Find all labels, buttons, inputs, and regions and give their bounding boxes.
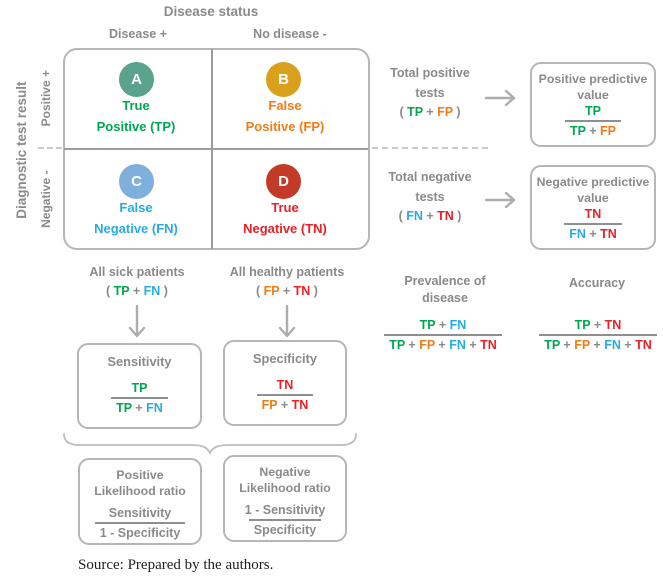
disease-status-title: Disease status	[163, 4, 259, 19]
total-negative-line1: Total negative	[388, 170, 472, 184]
sensitivity-denominator: TP + FN	[111, 397, 168, 415]
matrix-horizontal-divider	[64, 148, 368, 150]
nlr-denominator: Specificity	[248, 519, 322, 537]
column-header-disease: Disease +	[108, 27, 168, 41]
sensitivity-fraction: TP TP + FN	[111, 381, 168, 416]
npv-box: Negative predictive value TN FN + TN	[530, 165, 656, 250]
row-header-negative: Negative -	[38, 170, 53, 228]
tp-label-line1: True	[122, 98, 150, 113]
down-arrow-icon	[277, 304, 297, 344]
plr-fraction: Sensitivity 1 - Specificity	[94, 506, 186, 541]
fn-label-line1: False	[119, 200, 153, 215]
all-healthy-label: All healthy patients	[229, 265, 345, 279]
dashed-line-left	[38, 147, 62, 149]
tn-label-line2: Negative (TN)	[243, 221, 327, 236]
prevalence-numerator: TP + FN	[419, 318, 467, 332]
total-negative-line2: tests	[415, 190, 445, 204]
specificity-denominator: FP + TN	[256, 394, 314, 412]
nlr-title-line2: Likelihood ratio	[239, 481, 331, 495]
column-header-no-disease: No disease -	[253, 27, 327, 41]
nlr-numerator: 1 - Sensitivity	[244, 503, 326, 517]
right-arrow-icon	[484, 190, 517, 215]
nlr-fraction: 1 - Sensitivity Specificity	[240, 503, 331, 538]
curly-brace-icon	[62, 433, 358, 460]
dashed-line-right	[372, 147, 488, 149]
total-negative-formula: ( FN + TN )	[398, 209, 462, 223]
accuracy-numerator: TP + TN	[574, 318, 622, 332]
plr-numerator: Sensitivity	[108, 506, 172, 520]
nlr-title-line1: Negative	[259, 465, 311, 479]
all-healthy-formula: ( FP + TN )	[256, 284, 318, 298]
sensitivity-title: Sensitivity	[107, 354, 172, 369]
prevalence-title-line2: disease	[422, 291, 468, 305]
quadrant-a-badge: A	[119, 62, 154, 97]
quadrant-b-badge: B	[266, 62, 301, 97]
sensitivity-numerator: TP	[131, 381, 148, 395]
plr-denominator: 1 - Specificity	[94, 522, 186, 540]
positive-likelihood-ratio-box: Positive Likelihood ratio Sensitivity 1 …	[78, 458, 202, 545]
tn-label-line1: True	[271, 200, 299, 215]
ppv-denominator: TP + FP	[565, 120, 621, 138]
npv-fraction: TN FN + TN	[564, 207, 622, 242]
quadrant-c-badge: C	[119, 164, 154, 199]
total-positive-formula: ( TP + FP )	[399, 105, 461, 119]
row-header-positive: Positive +	[38, 70, 53, 127]
accuracy-denominator: TP + FP + FN + TN	[539, 334, 657, 352]
prevalence-fraction: TP + FN TP + FP + FN + TN	[381, 318, 505, 353]
negative-likelihood-ratio-box: Negative Likelihood ratio 1 - Sensitivit…	[223, 455, 347, 542]
quadrant-d-badge: D	[266, 164, 301, 199]
plr-title-line1: Positive	[116, 468, 164, 482]
right-arrow-icon	[484, 88, 517, 113]
total-positive-line1: Total positive	[390, 66, 470, 80]
ppv-fraction: TP TP + FP	[565, 104, 621, 139]
prevalence-title-line1: Prevalence of	[404, 274, 486, 288]
all-sick-label: All sick patients	[89, 265, 185, 279]
accuracy-title: Accuracy	[568, 276, 626, 290]
specificity-box: Specificity TN FP + TN	[223, 340, 347, 426]
down-arrow-icon	[127, 304, 147, 344]
total-positive-line2: tests	[415, 86, 445, 100]
npv-denominator: FN + TN	[564, 223, 622, 241]
plr-title-line2: Likelihood ratio	[94, 484, 186, 498]
accuracy-fraction: TP + TN TP + FP + FN + TN	[536, 318, 660, 353]
specificity-numerator: TN	[276, 378, 294, 392]
specificity-title: Specificity	[252, 351, 317, 366]
ppv-title-line2: value	[577, 88, 609, 102]
ppv-title-line1: Positive predictive	[538, 72, 648, 86]
specificity-fraction: TN FP + TN	[256, 378, 314, 413]
ppv-box: Positive predictive value TP TP + FP	[530, 62, 656, 147]
prevalence-denominator: TP + FP + FN + TN	[384, 334, 502, 352]
fp-label-line1: False	[268, 98, 302, 113]
fn-label-line2: Negative (FN)	[94, 221, 178, 236]
npv-title-line2: value	[577, 191, 609, 205]
source-note: Source: Prepared by the authors.	[78, 557, 274, 573]
all-sick-formula: ( TP + FN )	[106, 284, 168, 298]
npv-numerator: TN	[584, 207, 602, 221]
fp-label-line2: Positive (FP)	[245, 119, 325, 134]
diagnostic-test-result-title: Diagnostic test result	[13, 81, 29, 219]
tp-label-line2: Positive (TP)	[96, 119, 176, 134]
ppv-numerator: TP	[585, 104, 601, 118]
npv-title-line1: Negative predictive	[536, 175, 650, 189]
sensitivity-box: Sensitivity TP TP + FN	[77, 343, 202, 429]
